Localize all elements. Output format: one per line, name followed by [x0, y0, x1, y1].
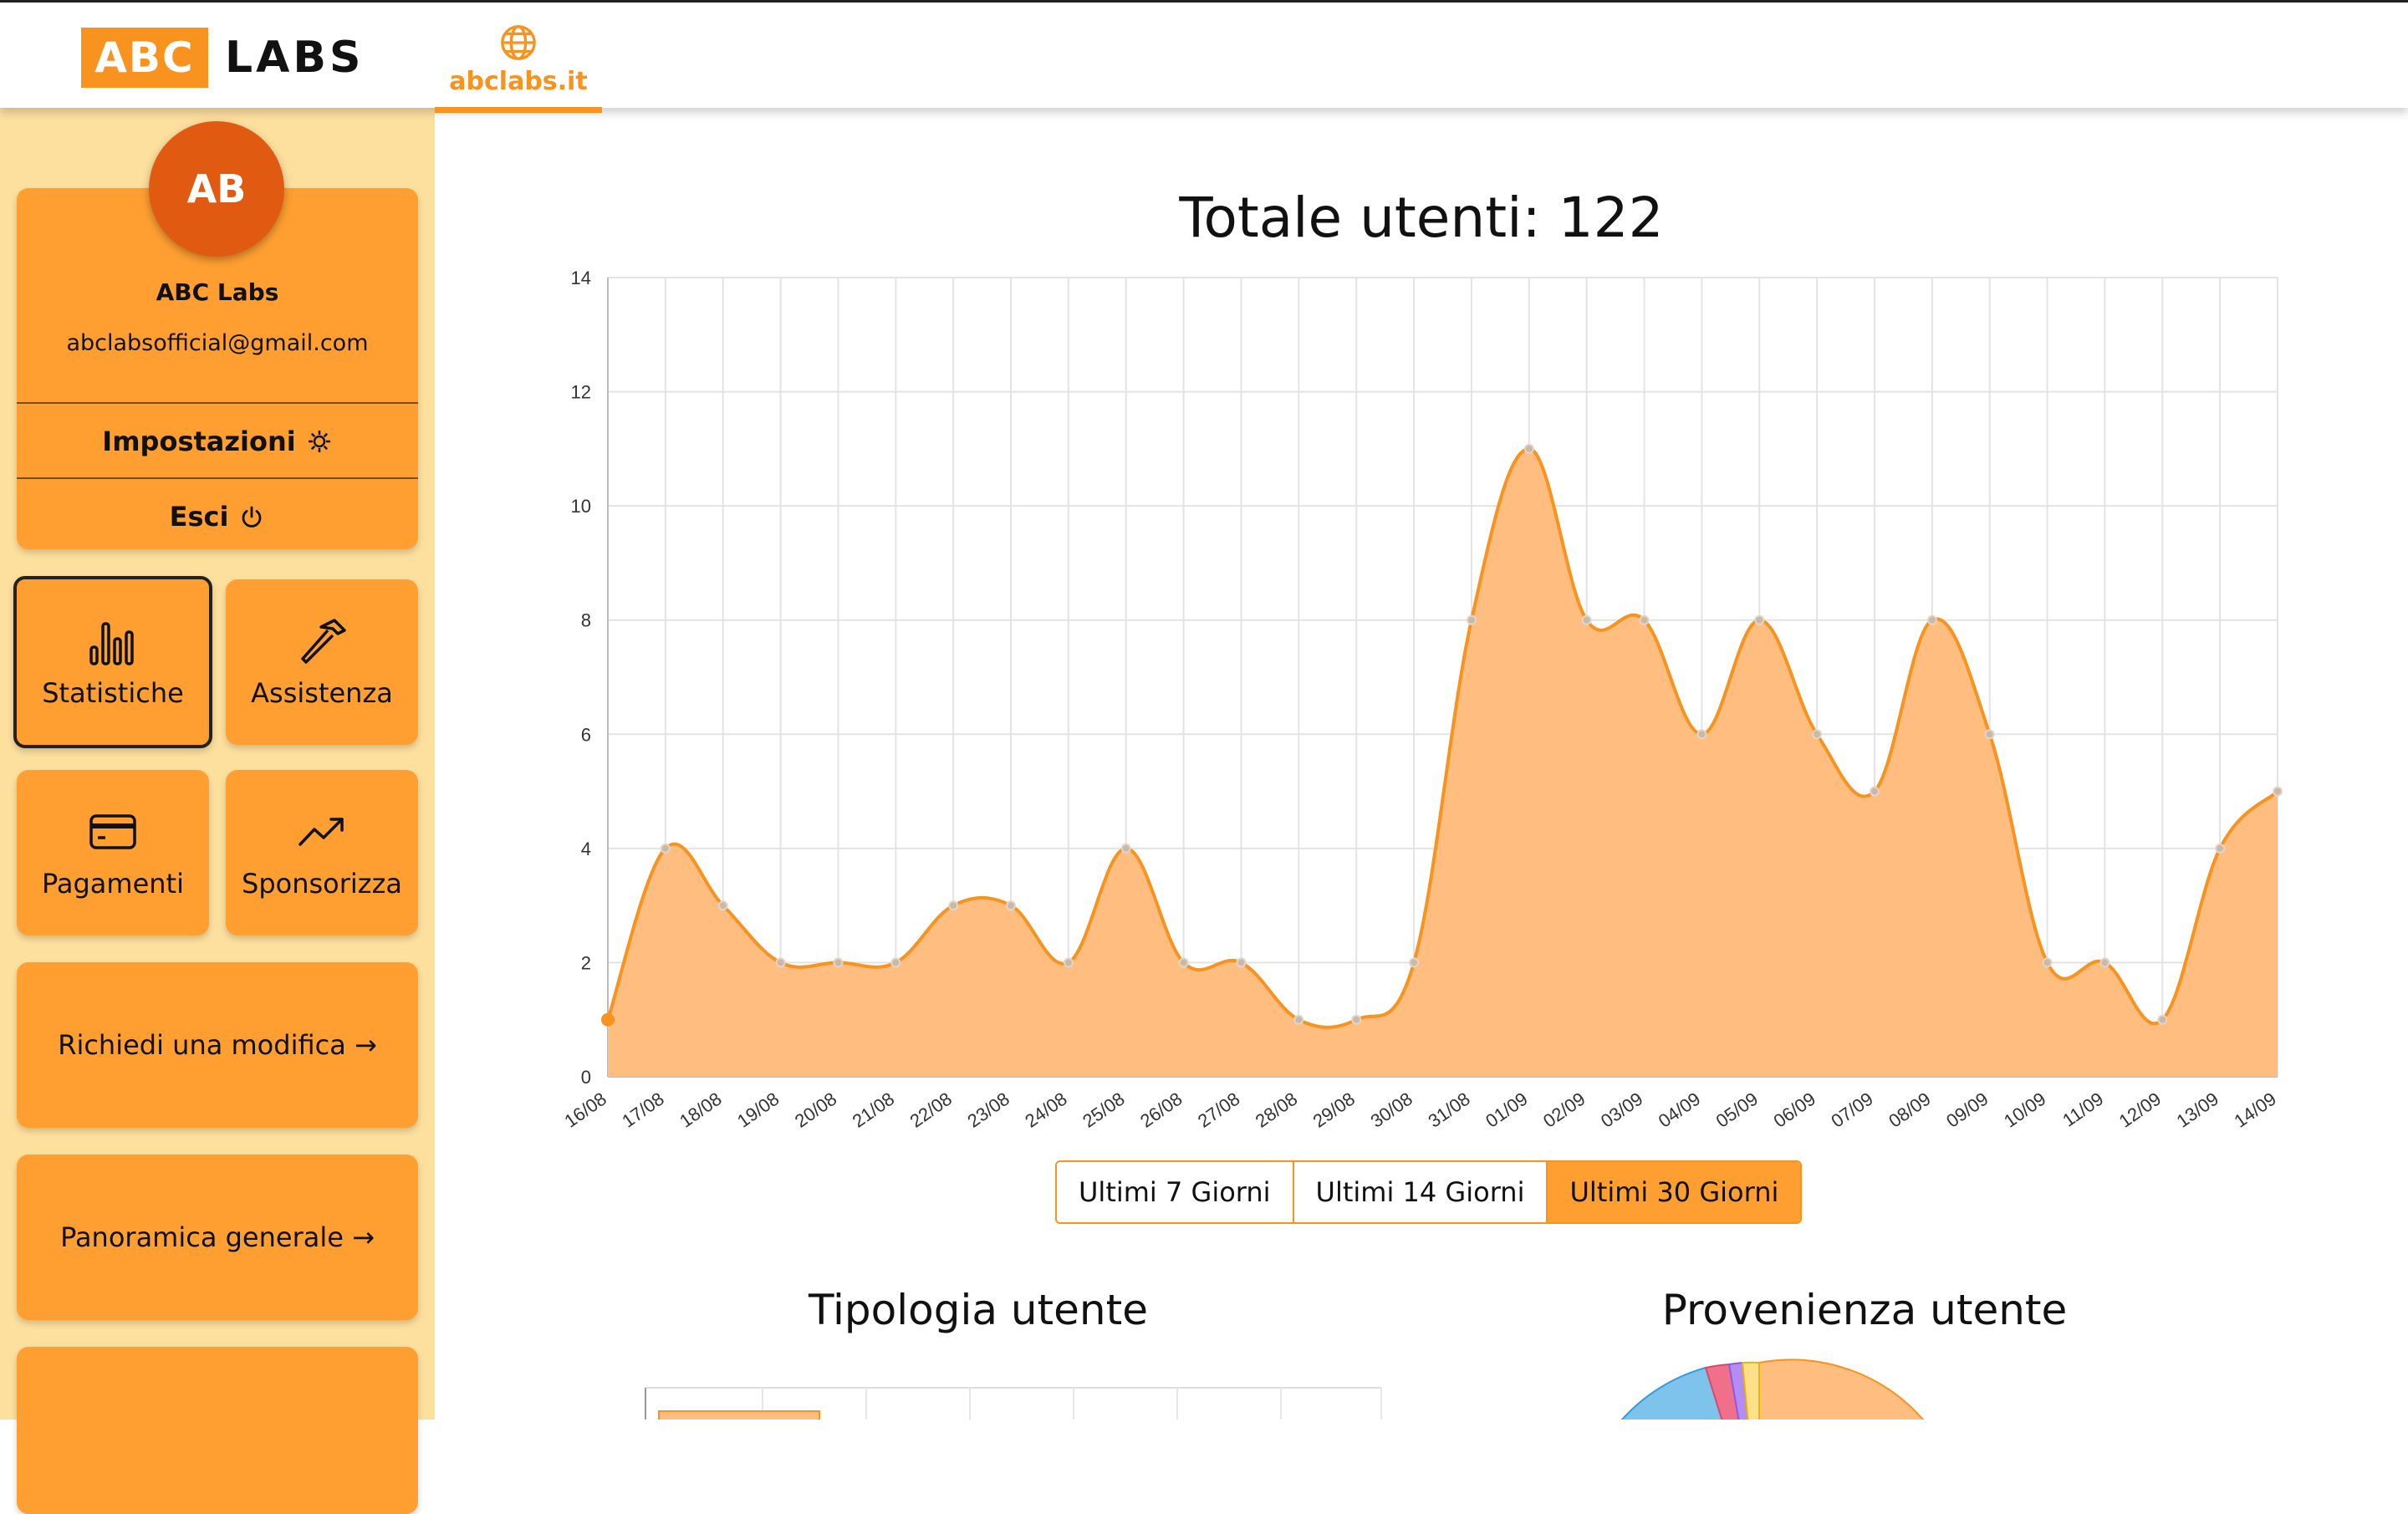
user-origin-title: Provenienza utente — [1661, 1286, 2068, 1334]
data-point — [1926, 614, 1937, 625]
avatar[interactable]: AB — [149, 121, 284, 257]
data-point — [1812, 729, 1823, 740]
data-point — [948, 900, 959, 911]
trending-up-icon — [298, 818, 344, 846]
tile-sponsorizza[interactable]: Sponsorizza — [226, 770, 418, 935]
site-tab-underline — [435, 107, 602, 113]
range-30-days-button[interactable]: Ultimi 30 Giorni — [1548, 1162, 1801, 1222]
overview-button[interactable]: Panoramica generale → — [17, 1155, 418, 1320]
data-point — [1869, 786, 1880, 797]
logo-labs: LABS — [225, 33, 365, 83]
y-tick-label: 6 — [581, 724, 591, 745]
data-point — [1293, 1014, 1304, 1025]
abc-labs-logo[interactable]: ABC LABS — [81, 28, 364, 88]
tile-label: Assistenza — [251, 677, 393, 709]
request-change-label: Richiedi una modifica → — [58, 1029, 377, 1061]
logout-button[interactable]: Esci — [17, 481, 418, 553]
data-point — [1063, 957, 1074, 968]
tile-label: Sponsorizza — [242, 868, 402, 900]
settings-button[interactable]: Impostazioni — [17, 405, 418, 477]
data-point — [2157, 1014, 2168, 1025]
power-icon — [242, 506, 262, 528]
bar-chart-icon — [89, 622, 134, 665]
data-point — [1754, 614, 1765, 625]
user-type-title: Tipologia utente — [809, 1286, 1148, 1334]
profile-name: ABC Labs — [156, 278, 279, 306]
data-point — [660, 843, 671, 854]
top-header: ABC LABS abclabs.it — [0, 3, 2408, 113]
site-tab-label: abclabs.it — [449, 66, 588, 96]
profile-divider-1 — [17, 402, 418, 404]
y-tick-label: 2 — [581, 952, 591, 973]
data-point — [717, 900, 728, 911]
data-point — [2273, 786, 2283, 797]
y-tick-label: 8 — [581, 610, 591, 631]
bottom-charts — [645, 1359, 1925, 1420]
series-line — [606, 446, 2279, 1029]
y-tick-label: 12 — [571, 382, 591, 403]
credit-card-icon — [89, 814, 136, 849]
data-point — [1466, 614, 1477, 625]
tile-label: Statistiche — [42, 677, 184, 709]
data-point — [1639, 614, 1650, 625]
y-tick-label: 14 — [571, 268, 591, 288]
y-tick-label: 0 — [581, 1067, 591, 1088]
data-point — [833, 957, 844, 968]
user-type-bar-chart — [645, 1387, 1382, 1420]
top-border — [0, 0, 2408, 3]
data-point — [1696, 729, 1707, 740]
data-point — [2042, 957, 2053, 968]
profile-divider-2 — [17, 477, 418, 479]
logout-label: Esci — [169, 501, 229, 533]
tile-label: Pagamenti — [42, 868, 184, 900]
y-tick-label: 4 — [581, 839, 591, 859]
data-point — [775, 957, 786, 968]
data-point — [1006, 900, 1017, 911]
data-point — [1581, 614, 1592, 625]
data-point — [890, 957, 901, 968]
data-point — [1409, 957, 1420, 968]
site-tab[interactable]: abclabs.it — [435, 3, 602, 113]
data-point — [2099, 957, 2110, 968]
chart-title: Totale utenti: 122 — [1179, 186, 1664, 250]
gear-icon — [308, 431, 330, 452]
request-change-button[interactable]: Richiedi una modifica → — [17, 962, 418, 1128]
range-14-days-button[interactable]: Ultimi 14 Giorni — [1293, 1162, 1548, 1222]
globe-icon — [501, 24, 536, 60]
data-point — [1120, 843, 1131, 854]
user-origin-pie-chart — [1620, 1359, 1925, 1420]
range-7-days-button[interactable]: Ultimi 7 Giorni — [1057, 1162, 1294, 1222]
logo-abc: ABC — [81, 28, 208, 88]
data-point — [1178, 957, 1189, 968]
overview-label: Panoramica generale → — [60, 1221, 375, 1253]
settings-label: Impostazioni — [102, 426, 296, 457]
tile-assistenza[interactable]: Assistenza — [226, 579, 418, 745]
hammer-icon — [301, 619, 346, 664]
y-tick-label: 10 — [571, 496, 591, 517]
tile-statistiche[interactable]: Statistiche — [13, 576, 212, 748]
profile-email: abclabsofficial@gmail.com — [66, 330, 369, 356]
data-point — [1236, 957, 1247, 968]
range-selector: Ultimi 7 Giorni Ultimi 14 Giorni Ultimi … — [1055, 1160, 1803, 1224]
data-point — [1984, 729, 1995, 740]
data-point — [2215, 843, 2226, 854]
data-point — [1523, 443, 1534, 454]
tile-pagamenti[interactable]: Pagamenti — [17, 770, 209, 935]
data-point — [601, 1012, 615, 1027]
data-point — [1351, 1014, 1362, 1025]
